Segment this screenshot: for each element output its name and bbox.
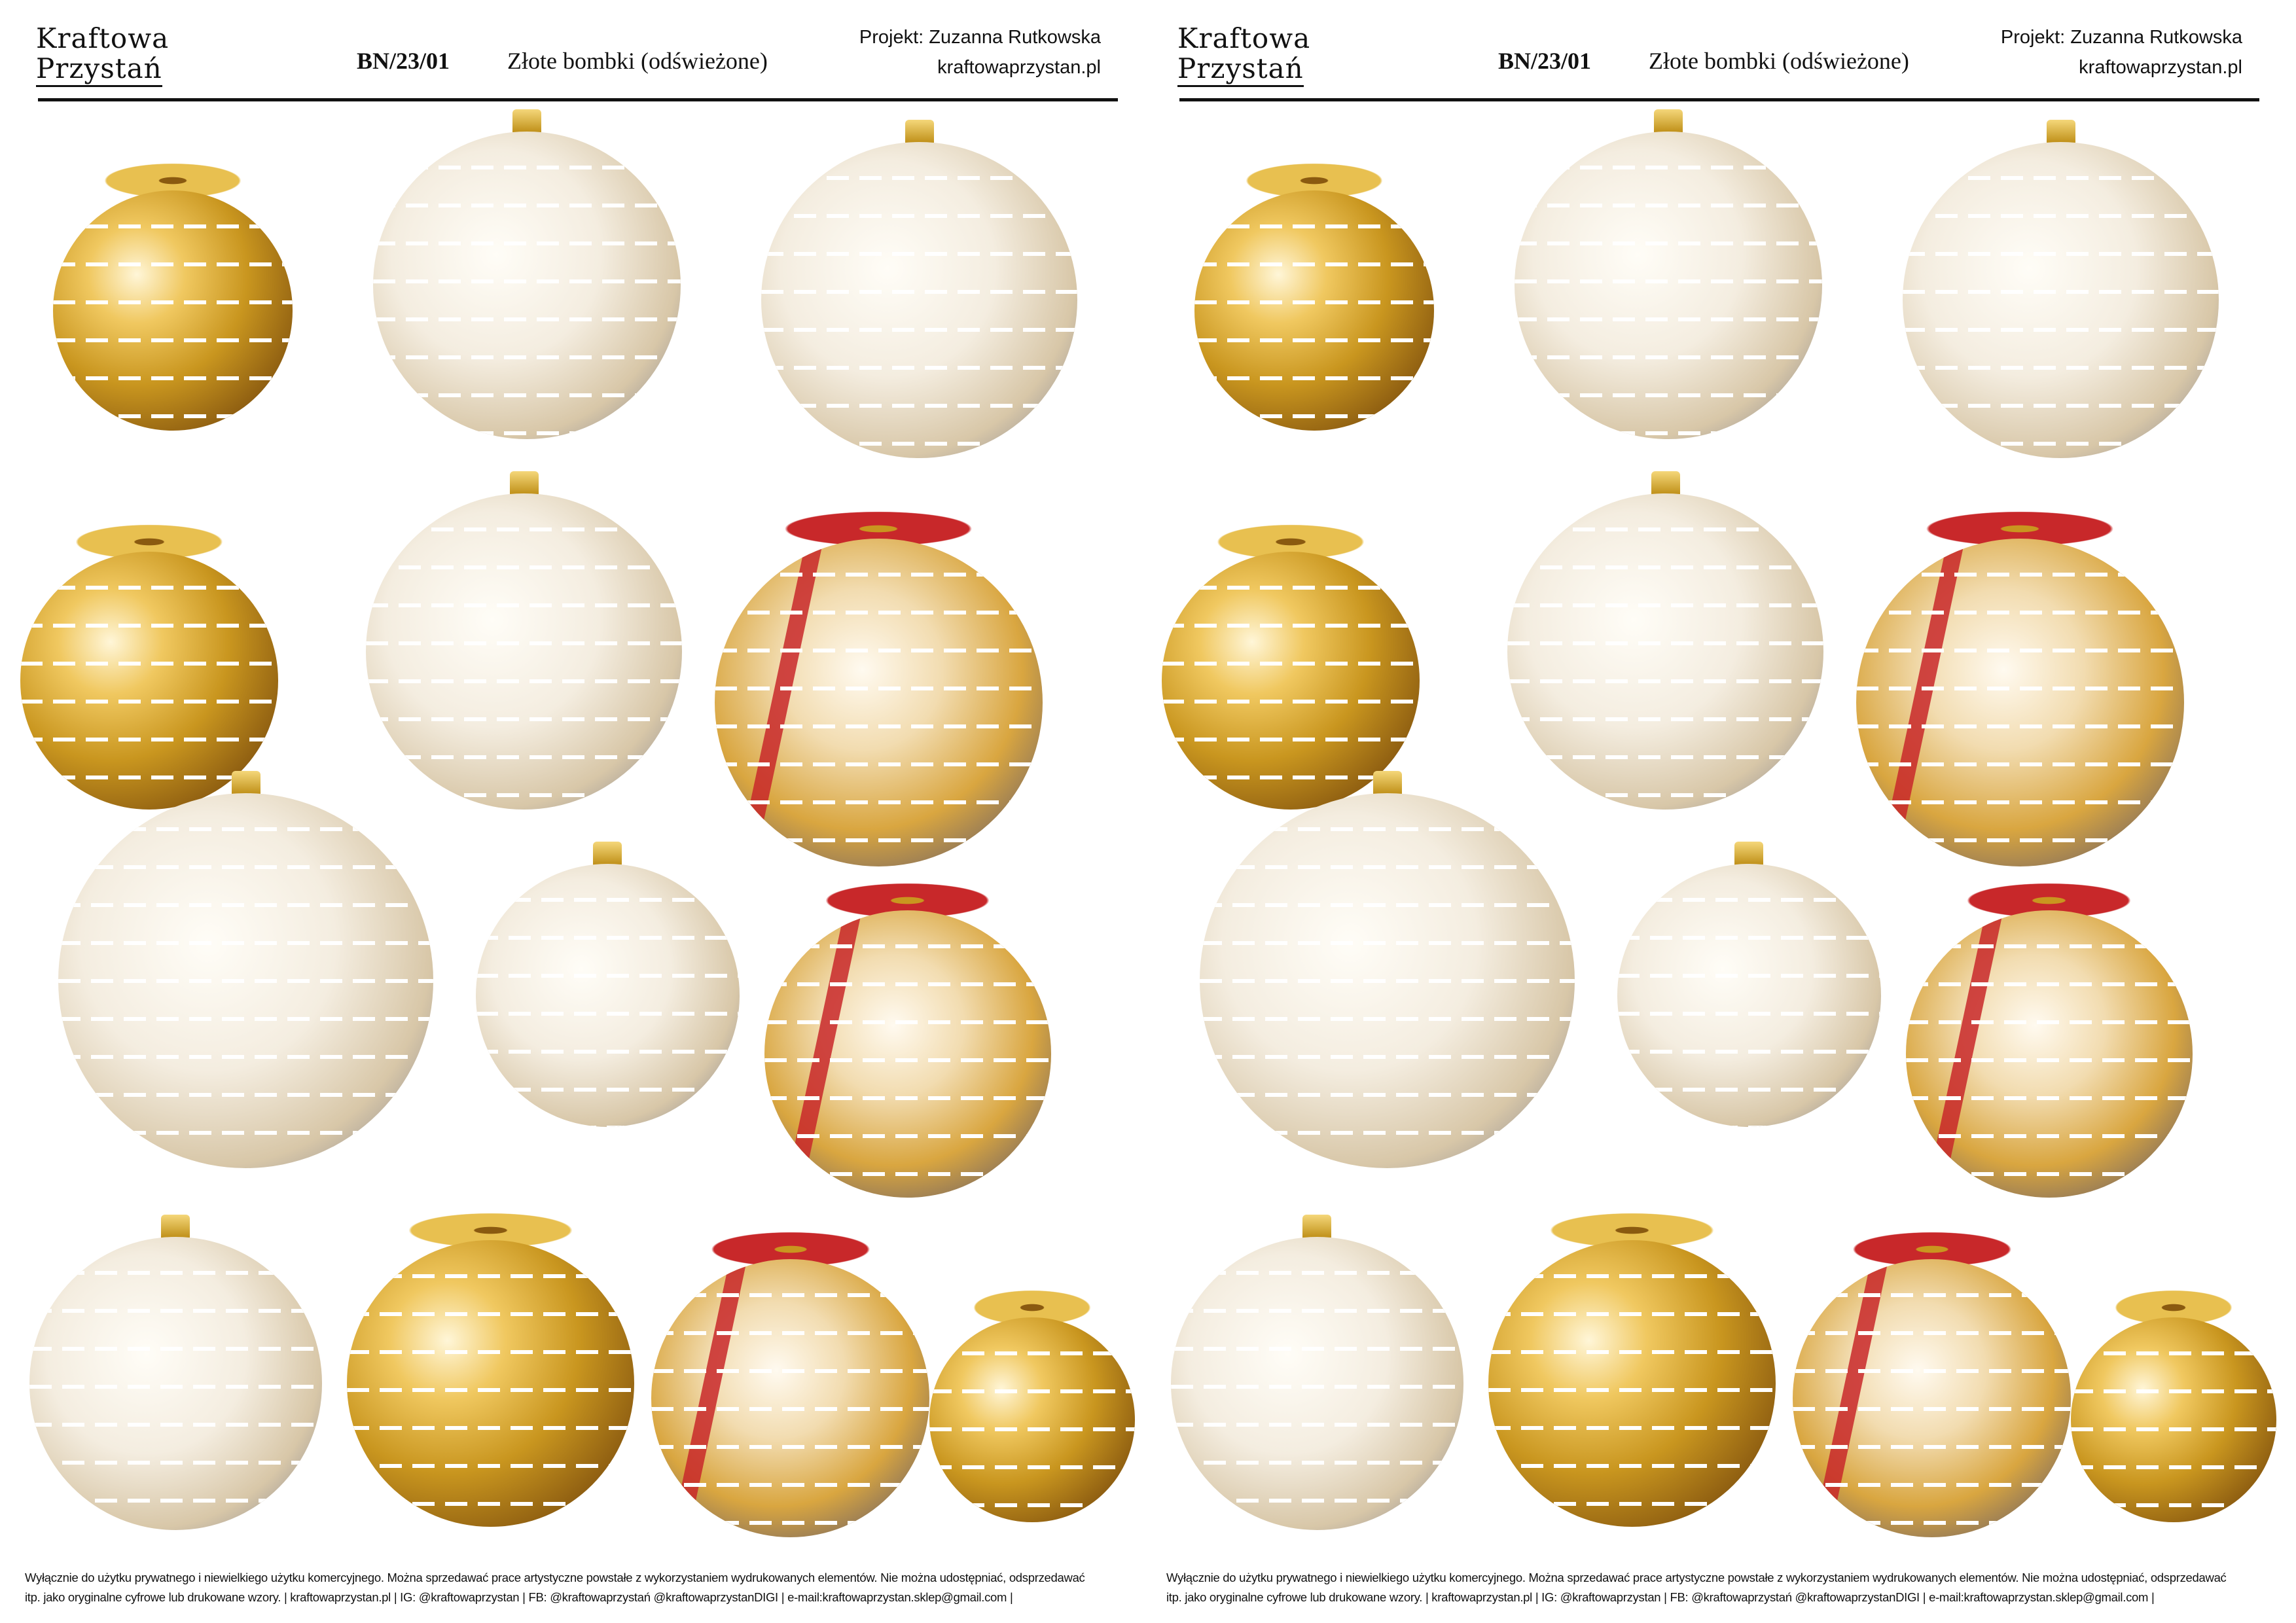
cut-lines xyxy=(1515,132,1823,440)
cut-lines xyxy=(476,863,740,1128)
cut-lines xyxy=(714,539,1043,867)
cut-lines xyxy=(20,552,279,810)
ornament xyxy=(651,1258,930,1537)
cut-lines xyxy=(1170,1237,1464,1530)
logo: Kraftowa Przystań xyxy=(36,24,169,87)
page-title: Złote bombki (odświeżone) xyxy=(1649,48,1909,74)
ornament xyxy=(366,493,683,810)
cut-lines xyxy=(1617,863,1881,1128)
ornament xyxy=(2071,1317,2276,1523)
cut-lines xyxy=(373,132,681,440)
cut-lines xyxy=(651,1258,930,1537)
cut-lines xyxy=(929,1317,1135,1523)
ornament-cap xyxy=(161,1215,190,1241)
ornament-cap xyxy=(905,119,934,146)
ornament xyxy=(29,1237,323,1530)
ornament xyxy=(764,910,1052,1198)
cut-lines xyxy=(1200,793,1575,1169)
cut-lines xyxy=(761,141,1078,459)
ornament xyxy=(929,1317,1135,1523)
cut-lines xyxy=(58,793,434,1169)
ornament-cap xyxy=(1651,471,1680,497)
ornament xyxy=(373,132,681,440)
cut-lines xyxy=(1507,493,1824,810)
header-divider xyxy=(1179,98,2259,101)
ornament xyxy=(52,190,293,431)
ornament-cap xyxy=(1372,771,1402,798)
logo-line2: Przystań xyxy=(1177,54,1304,87)
ornament xyxy=(1170,1237,1464,1530)
product-code: BN/23/01 xyxy=(357,48,450,74)
cut-lines xyxy=(1162,552,1420,810)
ornament xyxy=(1856,539,2184,867)
cut-lines xyxy=(1488,1240,1776,1527)
sheet-right: Kraftowa Przystań BN/23/01 Złote bombki … xyxy=(1141,0,2289,1623)
ornament xyxy=(1905,910,2193,1198)
website: kraftowaprzystan.pl xyxy=(937,57,1101,78)
footer-license: Wyłącznie do użytku prywatnego i niewiel… xyxy=(1166,1571,2227,1584)
ornament xyxy=(20,552,279,810)
ornament-cap xyxy=(509,471,539,497)
ornament-cap xyxy=(1654,109,1683,136)
ornament xyxy=(1793,1258,2072,1537)
ornament xyxy=(1903,141,2219,459)
ornament xyxy=(761,141,1078,459)
ornament xyxy=(714,539,1043,867)
cut-lines xyxy=(2071,1317,2276,1523)
cut-lines xyxy=(1903,141,2219,459)
ornament-cap xyxy=(512,109,542,136)
cut-lines xyxy=(764,910,1052,1198)
cut-lines xyxy=(29,1237,323,1530)
cut-lines xyxy=(52,190,293,431)
ornament-cap xyxy=(593,841,622,868)
header-divider xyxy=(38,98,1118,101)
logo-line1: Kraftowa xyxy=(36,22,170,54)
footer-license: Wyłącznie do użytku prywatnego i niewiel… xyxy=(25,1571,1085,1584)
ornament xyxy=(1162,552,1420,810)
ornament xyxy=(1200,793,1575,1169)
cut-lines xyxy=(1905,910,2193,1198)
footer: Wyłącznie do użytku prywatnego i niewiel… xyxy=(25,1568,1138,1607)
header-info: Projekt: Zuzanna Rutkowska kraftowaprzys… xyxy=(859,22,1101,82)
cut-lines xyxy=(366,493,683,810)
ornament-cap xyxy=(231,771,260,798)
ornament-cap xyxy=(2046,119,2075,146)
ornament xyxy=(1617,863,1881,1128)
page-title: Złote bombki (odświeżone) xyxy=(507,48,768,74)
footer-contacts: itp. jako oryginalne cyfrowe lub drukowa… xyxy=(25,1590,1013,1604)
ornament xyxy=(1507,493,1824,810)
ornament xyxy=(476,863,740,1128)
logo-line2: Przystań xyxy=(36,54,162,87)
ornament-cap xyxy=(1734,841,1764,868)
cut-lines xyxy=(1856,539,2184,867)
website: kraftowaprzystan.pl xyxy=(2079,57,2242,78)
logo-line1: Kraftowa xyxy=(1177,22,1311,54)
ornament xyxy=(58,793,434,1169)
footer: Wyłącznie do użytku prywatnego i niewiel… xyxy=(1166,1568,2279,1607)
ornament xyxy=(1194,190,1435,431)
logo: Kraftowa Przystań xyxy=(1177,24,1310,87)
footer-contacts: itp. jako oryginalne cyfrowe lub drukowa… xyxy=(1166,1590,2155,1604)
cut-lines xyxy=(347,1240,634,1527)
ornament xyxy=(347,1240,634,1527)
author: Projekt: Zuzanna Rutkowska xyxy=(2000,27,2242,48)
ornament xyxy=(1515,132,1823,440)
cut-lines xyxy=(1194,190,1435,431)
cut-lines xyxy=(1793,1258,2072,1537)
sheet-left: Kraftowa Przystań BN/23/01 Złote bombki … xyxy=(20,22,1138,1607)
ornament-cap xyxy=(1302,1215,1332,1241)
author: Projekt: Zuzanna Rutkowska xyxy=(859,27,1101,48)
ornament xyxy=(1488,1240,1776,1527)
header-info: Projekt: Zuzanna Rutkowska kraftowaprzys… xyxy=(2001,22,2242,82)
product-code: BN/23/01 xyxy=(1498,48,1592,74)
